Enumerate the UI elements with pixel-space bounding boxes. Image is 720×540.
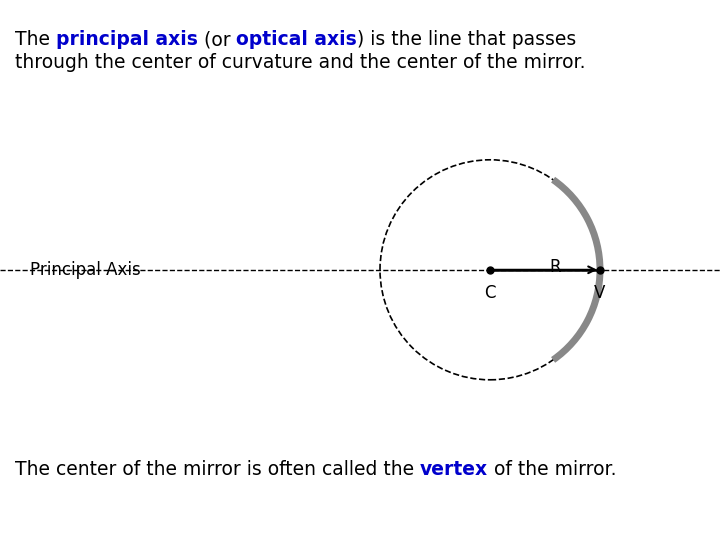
Text: The: The xyxy=(15,30,56,49)
Text: C: C xyxy=(485,284,496,302)
Text: V: V xyxy=(594,284,606,302)
Text: R: R xyxy=(549,258,561,276)
Text: optical axis: optical axis xyxy=(236,30,357,49)
Text: The center of the mirror is often called the: The center of the mirror is often called… xyxy=(15,460,420,479)
Text: principal axis: principal axis xyxy=(56,30,198,49)
Text: vertex: vertex xyxy=(420,460,488,479)
Text: of the mirror.: of the mirror. xyxy=(488,460,617,479)
Text: (or: (or xyxy=(198,30,236,49)
Text: ) is the line that passes: ) is the line that passes xyxy=(357,30,577,49)
Text: through the center of curvature and the center of the mirror.: through the center of curvature and the … xyxy=(15,53,585,72)
Text: Principal Axis: Principal Axis xyxy=(30,261,140,279)
